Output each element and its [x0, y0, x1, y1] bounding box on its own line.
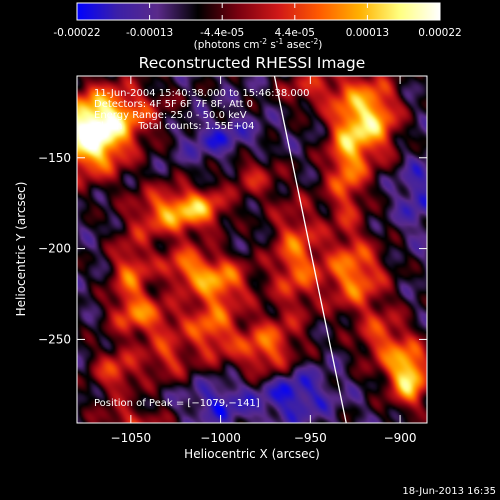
annotation-counts: Clean Total counts: 1.55E+04 [94, 121, 254, 132]
colorbar-tick-label: -0.00013 [126, 27, 173, 39]
heatmap-image [77, 76, 427, 423]
colorbar-tick-label: -4.4e-05 [200, 27, 244, 39]
colorbar-tick-label: 0.00022 [418, 27, 461, 39]
annotation-block: 11-Jun-2004 15:40:38.000 to 15:46:38.000… [94, 88, 310, 409]
chart-title: Reconstructed RHESSI Image [139, 54, 366, 72]
y-tick-label: −200 [38, 242, 71, 256]
colorbar: -0.00022 -0.00013 -4.4e-05 4.4e-05 0.00013 0.… [53, 2, 462, 51]
colorbar-ticks [76, 2, 441, 21]
colorbar-tick-labels: -0.00022 -0.00013 -4.4e-05 4.4e-05 0.00013 0.… [53, 27, 461, 39]
x-tick-label: −1050 [111, 431, 152, 445]
y-tick-label: −150 [38, 151, 71, 165]
y-axis-label: Heliocentric Y (arcsec) [14, 182, 28, 317]
annotation-detectors: Detectors: 4F 5F 6F 7F 8F, Att 0 [94, 99, 253, 110]
x-axis-label: Heliocentric X (arcsec) [184, 447, 320, 461]
colorbar-tick-label: 4.4e-05 [275, 27, 315, 39]
solar-limb-line [273, 76, 347, 423]
colorbar-frame [76, 2, 441, 21]
y-tick-label: −250 [38, 332, 71, 346]
y-axis: −150 −200 −250 [38, 151, 427, 346]
x-tick-label: −1000 [200, 431, 241, 445]
footer-date: 18-Jun-2013 16:35 [402, 486, 496, 497]
colorbar-tick-label: 0.00013 [346, 27, 389, 39]
annotation-time-range: 11-Jun-2004 15:40:38.000 to 15:46:38.000 [94, 88, 310, 99]
x-tick-label: −950 [294, 431, 327, 445]
peak-position-label: Position of Peak = [−1079,−141] [94, 398, 260, 409]
x-tick-label: −900 [384, 431, 417, 445]
colorbar-unit-label: (photons cm-2 s-1 asec-2) [194, 37, 323, 51]
colorbar-tick-label: -0.00022 [53, 27, 100, 39]
colorbar-gradient [77, 3, 440, 20]
annotation-energy-range: Energy Range: 25.0 - 50.0 keV [94, 110, 247, 121]
plot-frame [76, 75, 428, 424]
x-axis: −1050 −1000 −950 −900 [111, 76, 417, 445]
